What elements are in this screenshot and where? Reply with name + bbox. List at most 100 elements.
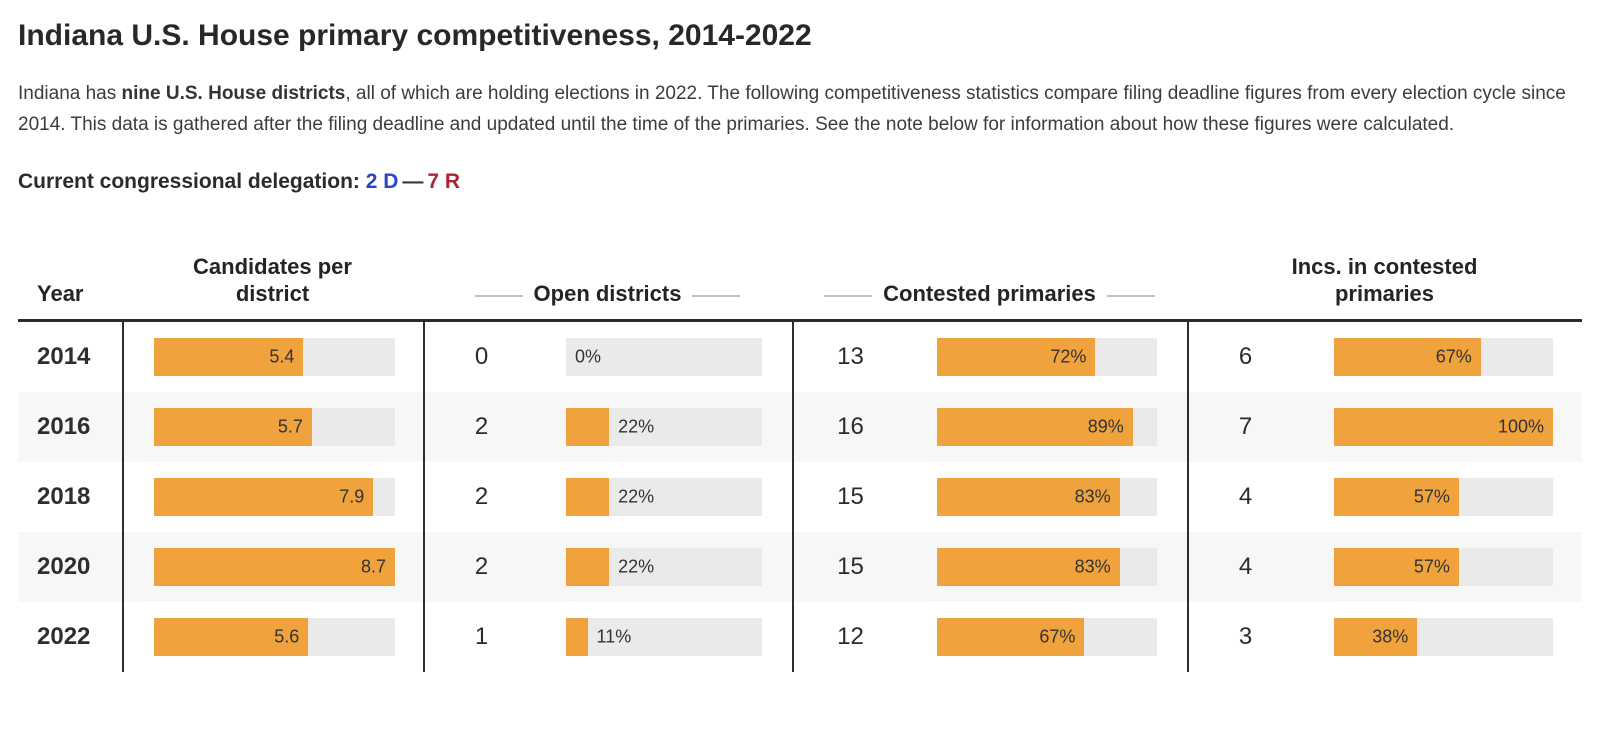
header-dash-left [824,294,873,297]
bar-track: 72% [937,338,1157,376]
bar-label: 67% [1039,626,1076,647]
candidates-bar-cell: 7.9 [122,462,423,532]
incs-contested-cell: 4 57% [1187,462,1582,532]
bar-label: 57% [1413,556,1450,577]
bar-label: 57% [1413,486,1450,507]
bar-fill [566,618,588,656]
count-value: 0 [474,343,489,370]
intro-text-rest: , all of which are holding elections in … [18,83,1566,135]
bar-track: 22% [566,408,762,446]
bar-label: 67% [1435,346,1472,367]
bar-track: 57% [1334,478,1553,516]
table-body: 2014 5.4 0 0% 13 72% 6 67% 2016 [18,322,1582,672]
bar-track: 67% [1334,338,1553,376]
contested-primaries-cell: 13 72% [792,322,1187,392]
bar-label: 5.4 [269,346,295,367]
count-value: 15 [837,553,864,580]
bar-track: 11% [566,618,762,656]
contested-primaries-cell: 12 67% [792,602,1187,672]
bar-label: 89% [1087,416,1124,437]
contested-primaries-cell: 15 83% [792,532,1187,602]
intro-text-bold: nine U.S. House districts [121,83,346,104]
count-value: 1 [474,623,489,650]
bar-track: 38% [1334,618,1553,656]
bar-label: 8.7 [360,556,386,577]
count-value: 4 [1238,553,1253,580]
incs-contested-cell: 3 38% [1187,602,1582,672]
header-year: Year [37,281,84,306]
intro-paragraph: Indiana has nine U.S. House districts, a… [18,78,1566,140]
bar-label: 5.6 [274,626,300,647]
table-row: 2016 5.7 2 22% 16 89% 7 100% [18,392,1582,462]
bar-track: 22% [566,548,762,586]
bar-fill [566,478,610,516]
incs-contested-cell: 7 100% [1187,392,1582,462]
bar-track: 83% [937,478,1157,516]
bar-fill [566,408,610,446]
count-value: 16 [837,413,864,440]
count-value: 13 [837,343,864,370]
contested-primaries-cell: 16 89% [792,392,1187,462]
incs-contested-cell: 6 67% [1187,322,1582,392]
bar-fill [154,548,395,586]
header-dash-right [692,294,741,297]
bar-track: 22% [566,478,762,516]
count-value: 12 [837,623,864,650]
bar-fill [154,408,312,446]
bar-label: 72% [1050,346,1087,367]
count-value: 2 [474,553,489,580]
year-cell: 2014 [37,343,91,370]
page-title: Indiana U.S. House primary competitivene… [18,19,812,52]
page: Indiana U.S. House primary competitivene… [18,19,1582,672]
bar-track: 67% [937,618,1157,656]
bar-fill [1334,408,1553,446]
bar-fill [937,548,1120,586]
delegation-label: Current congressional delegation: [18,170,360,193]
bar-track: 83% [937,548,1157,586]
bar-label: 7.9 [339,486,365,507]
bar-fill [937,338,1096,376]
contested-primaries-cell: 15 83% [792,462,1187,532]
bar-fill [937,618,1085,656]
open-districts-cell: 0 0% [423,322,792,392]
open-districts-cell: 2 22% [423,532,792,602]
year-cell: 2016 [37,413,91,440]
header-incs-in-contested-primaries: Incs. in contested primaries [1291,254,1478,306]
bar-track: 5.6 [154,618,395,656]
year-cell: 2020 [37,553,91,580]
bar-track: 57% [1334,548,1553,586]
bar-label: 83% [1074,556,1111,577]
count-value: 6 [1238,343,1253,370]
open-districts-cell: 2 22% [423,462,792,532]
bar-fill [154,338,304,376]
bar-fill [1334,478,1459,516]
bar-fill [1334,618,1418,656]
bar-fill [937,408,1133,446]
intro-text-prefix: Indiana has [18,83,122,104]
header-dash-right [1106,294,1155,297]
table-header-row: Year Candidates per district Open distri… [18,246,1582,322]
bar-label: 22% [618,556,655,577]
bar-fill [566,548,610,586]
bar-track: 8.7 [154,548,395,586]
year-cell: 2018 [37,483,91,510]
delegation-democrats: 2 D [365,170,399,193]
candidates-bar-cell: 5.7 [122,392,423,462]
table-row: 2022 5.6 1 11% 12 67% 3 38% [18,602,1582,672]
bar-track: 100% [1334,408,1553,446]
delegation-separator: — [402,170,424,193]
bar-fill [154,618,309,656]
count-value: 15 [837,483,864,510]
bar-label: 100% [1497,416,1544,437]
bar-track: 89% [937,408,1157,446]
bar-label: 22% [618,486,655,507]
bar-fill [1334,338,1481,376]
bar-fill [937,478,1120,516]
bar-label: 83% [1074,486,1111,507]
count-value: 7 [1238,413,1253,440]
bar-label: 5.7 [277,416,303,437]
bar-track: 5.7 [154,408,395,446]
bar-track: 7.9 [154,478,395,516]
bar-label: 22% [618,416,655,437]
competitiveness-table: Year Candidates per district Open distri… [18,246,1582,672]
